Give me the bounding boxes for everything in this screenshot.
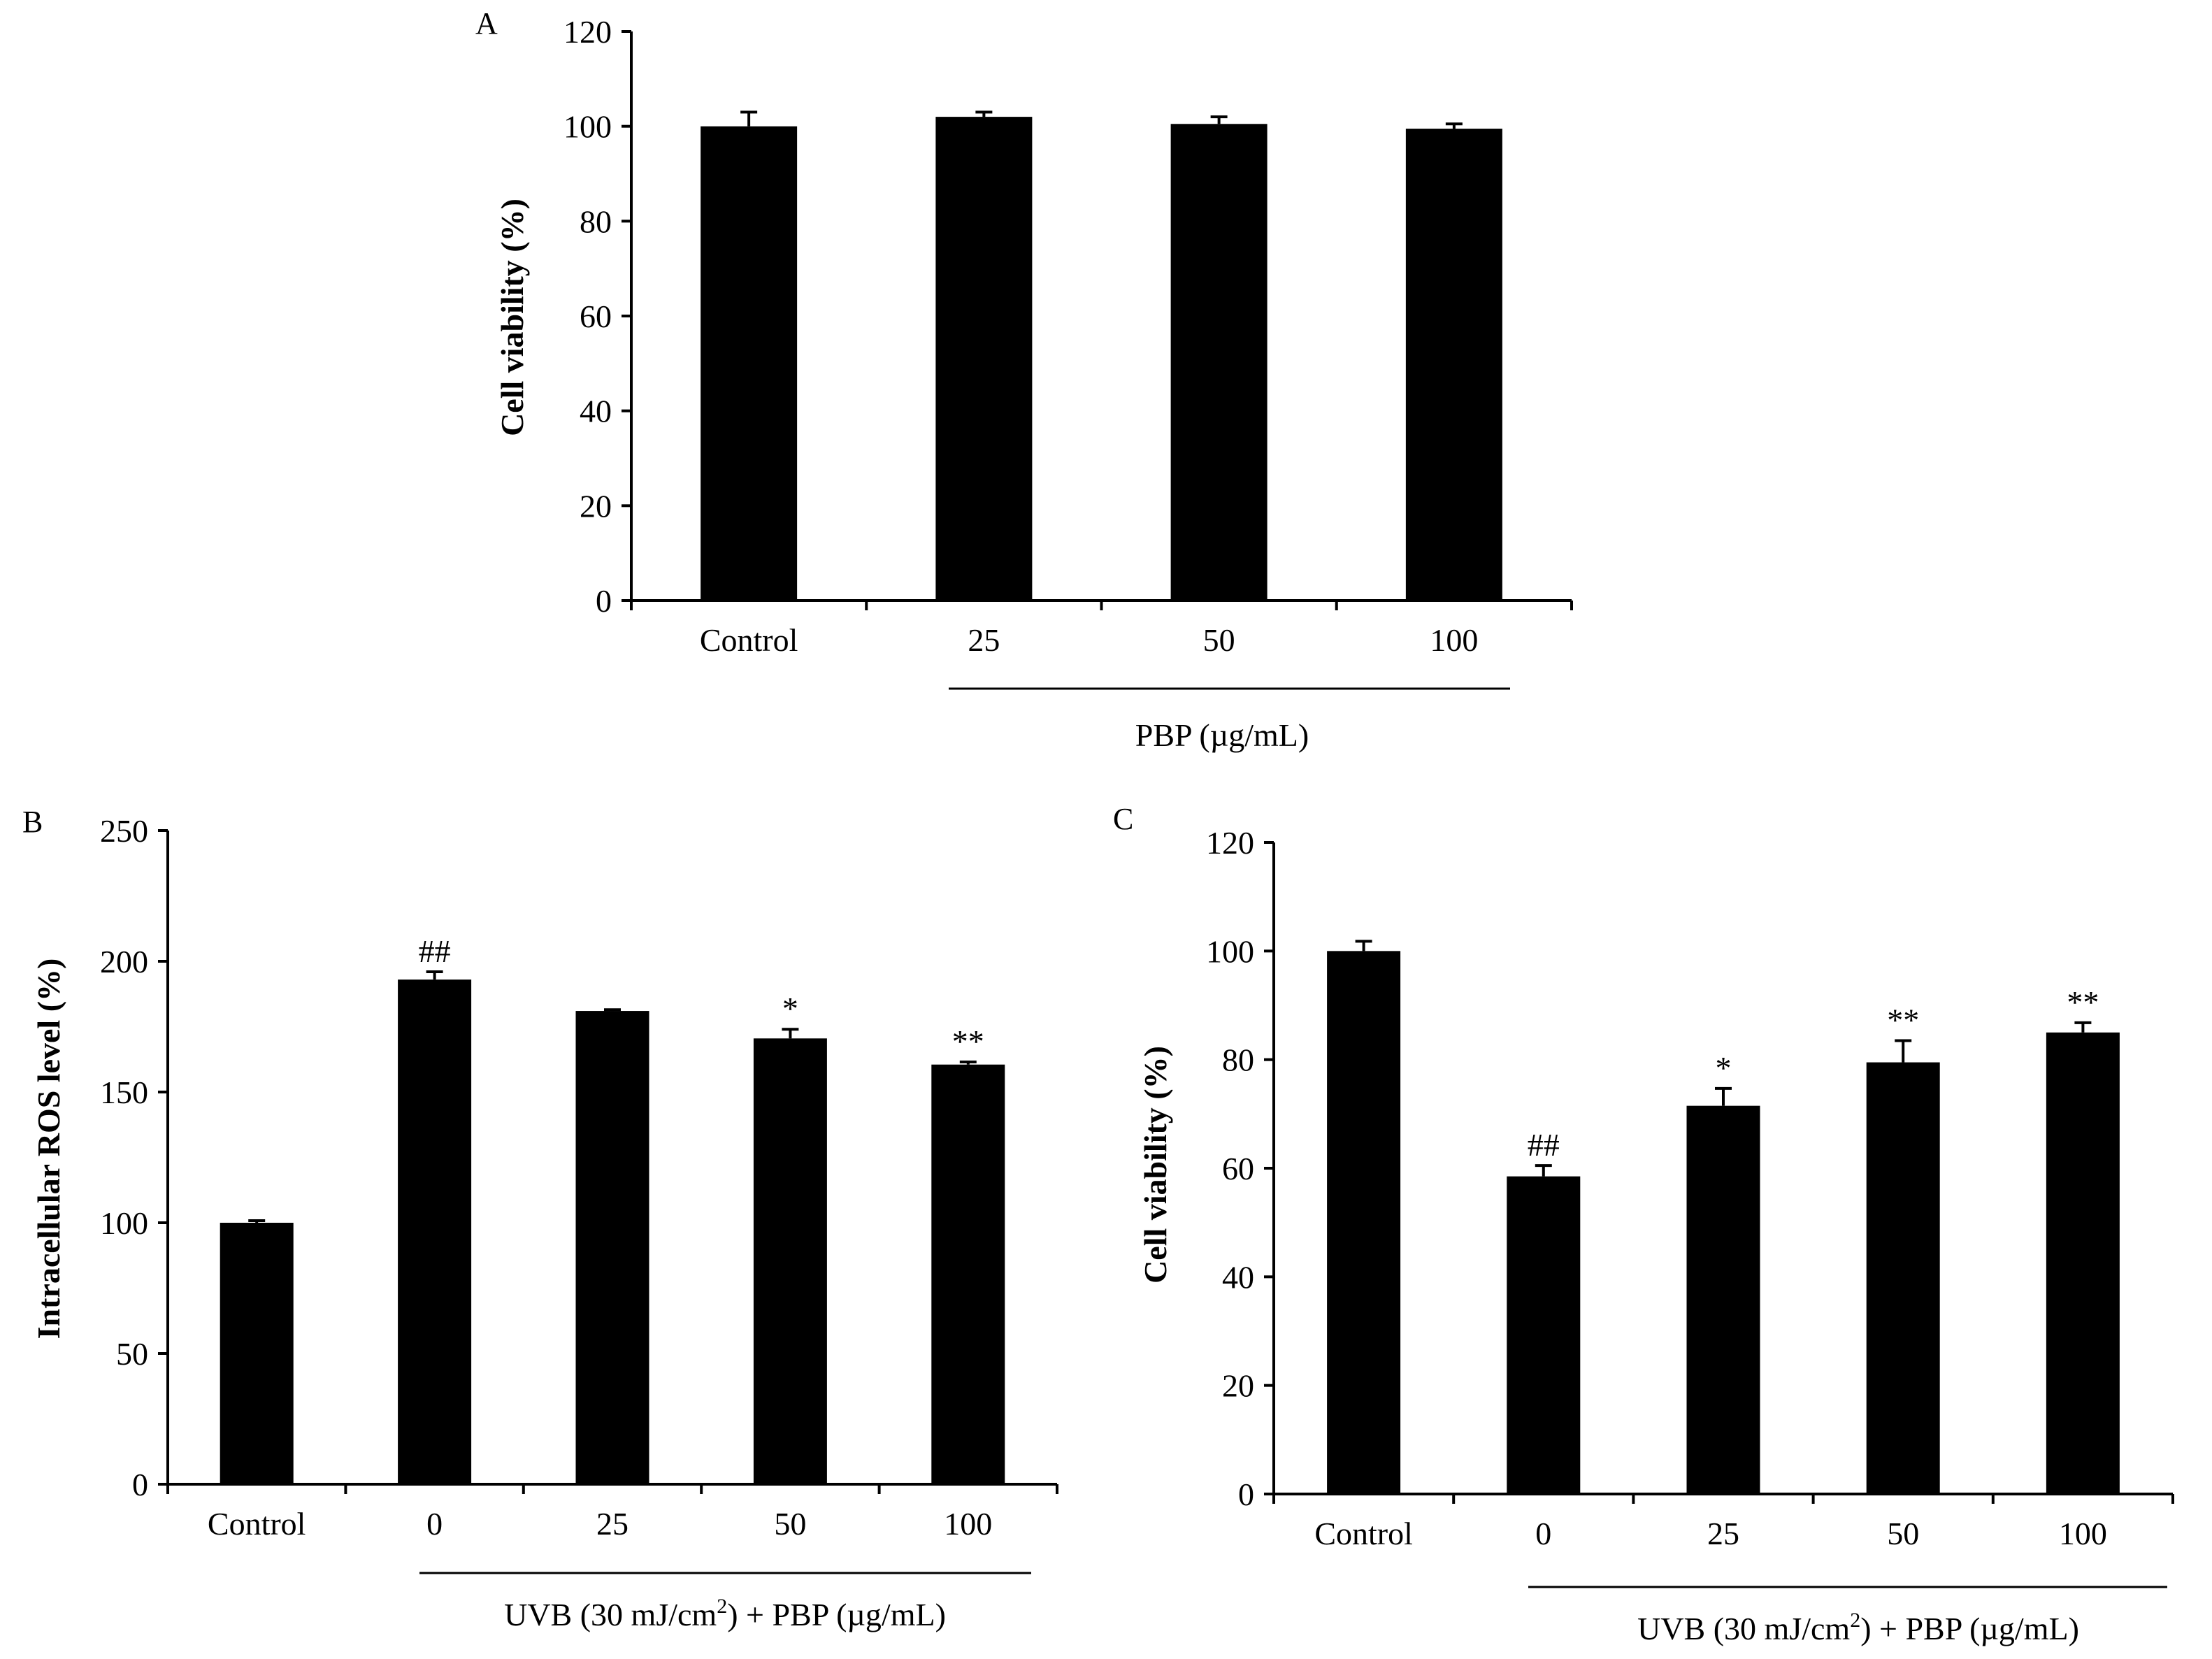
- x-tick-label: Control: [700, 622, 798, 658]
- error-bars-a: [740, 110, 1463, 129]
- y-tick-label: 20: [580, 488, 612, 524]
- y-tick-label: 60: [580, 299, 612, 334]
- y-tick-label: 120: [1206, 825, 1254, 861]
- x-tick-label: Control: [1314, 1516, 1413, 1551]
- y-ticks-a: 0 20 40 60 80 100 120: [563, 14, 631, 619]
- y-tick-label: 40: [1222, 1259, 1254, 1295]
- y-ticks-c: 0 20 40 60 80 100 120: [1206, 825, 1274, 1512]
- significance-mark: *: [782, 991, 798, 1026]
- x-tick-label: 25: [968, 622, 1000, 658]
- y-tick-label: 20: [1222, 1368, 1254, 1404]
- significance-mark: **: [952, 1024, 984, 1059]
- group-label-b: UVB (30 mJ/cm2) + PBP (µg/mL): [504, 1595, 946, 1632]
- x-tick-label: 100: [1430, 622, 1478, 658]
- bar-c-3: [1866, 1062, 1940, 1494]
- error-bars-c: [1355, 940, 2092, 1177]
- panel-a: A Cell viability (%) 0 20 40 60 80 100 120 Con…: [475, 6, 1573, 753]
- group-label-a: PBP (µg/mL): [1135, 717, 1309, 753]
- bar-b-4: [931, 1064, 1005, 1484]
- x-tick-label: 50: [1203, 622, 1235, 658]
- panel-label-b: B: [22, 805, 43, 839]
- x-tick-label: 0: [426, 1506, 443, 1542]
- x-tick-label: 0: [1535, 1516, 1551, 1551]
- significance-mark: **: [1887, 1002, 1919, 1037]
- x-tick-label: 25: [1707, 1516, 1739, 1551]
- x-ticks-c: Control 0 25 50 100: [1272, 1494, 2174, 1551]
- y-tick-label: 0: [132, 1467, 148, 1502]
- bar-a-3: [1405, 129, 1502, 601]
- y-axis-label-b: Intracellular ROS level (%): [31, 958, 66, 1340]
- bar-c-0: [1327, 951, 1401, 1494]
- significance-marks-b: ##***: [419, 933, 984, 1059]
- bar-b-3: [753, 1038, 827, 1484]
- bars-a: [701, 117, 1502, 601]
- x-ticks-b: Control 0 25 50 100: [166, 1484, 1058, 1542]
- panel-label-a: A: [475, 6, 498, 41]
- x-ticks-a: Control 25 50 100: [630, 601, 1573, 658]
- bar-b-0: [220, 1223, 294, 1484]
- y-axis-label-a: Cell viability (%): [494, 199, 530, 436]
- bars-b: [220, 979, 1005, 1484]
- y-tick-label: 60: [1222, 1151, 1254, 1186]
- error-bars-b: [248, 970, 977, 1223]
- bar-b-1: [398, 979, 472, 1484]
- y-tick-label: 250: [100, 813, 148, 849]
- y-tick-label: 0: [596, 583, 612, 619]
- bar-a-2: [1170, 124, 1267, 601]
- y-tick-label: 80: [580, 203, 612, 239]
- y-tick-label: 0: [1238, 1477, 1254, 1512]
- panel-label-c: C: [1113, 802, 1133, 836]
- y-ticks-b: 0 50 100 150 200 250: [100, 813, 168, 1502]
- x-tick-label: 100: [2059, 1516, 2107, 1551]
- bar-c-2: [1686, 1105, 1760, 1494]
- bar-a-0: [701, 126, 798, 601]
- significance-mark: ##: [1528, 1127, 1560, 1163]
- panel-c: C Cell viability (%) 0 20 40 60 80 100 120 Con…: [1113, 802, 2174, 1646]
- significance-marks-c: ##*****: [1528, 984, 2099, 1163]
- x-tick-label: 50: [1887, 1516, 1919, 1551]
- y-axis-label-c: Cell viability (%): [1137, 1046, 1173, 1284]
- bars-c: [1327, 951, 2120, 1494]
- x-tick-label: 25: [596, 1506, 629, 1542]
- group-label-c: UVB (30 mJ/cm2) + PBP (µg/mL): [1637, 1609, 2079, 1646]
- y-tick-label: 80: [1222, 1042, 1254, 1078]
- significance-mark: ##: [419, 933, 451, 969]
- y-tick-label: 100: [100, 1205, 148, 1241]
- y-tick-label: 200: [100, 944, 148, 979]
- x-tick-label: 50: [774, 1506, 806, 1542]
- significance-mark: *: [1716, 1050, 1732, 1086]
- significance-mark: **: [2067, 984, 2099, 1020]
- x-tick-label: Control: [208, 1506, 306, 1542]
- x-tick-label: 100: [944, 1506, 992, 1542]
- bar-b-2: [575, 1011, 649, 1484]
- bar-c-4: [2046, 1032, 2120, 1494]
- y-tick-label: 100: [1206, 933, 1254, 969]
- bar-a-1: [935, 117, 1033, 601]
- y-tick-label: 150: [100, 1075, 148, 1110]
- y-tick-label: 120: [563, 14, 612, 50]
- y-tick-label: 40: [580, 394, 612, 429]
- panel-b: B Intracellular ROS level (%) 0 50 100 150 2…: [22, 805, 1058, 1632]
- bar-c-1: [1507, 1176, 1581, 1494]
- y-tick-label: 100: [563, 109, 612, 145]
- y-tick-label: 50: [116, 1336, 148, 1372]
